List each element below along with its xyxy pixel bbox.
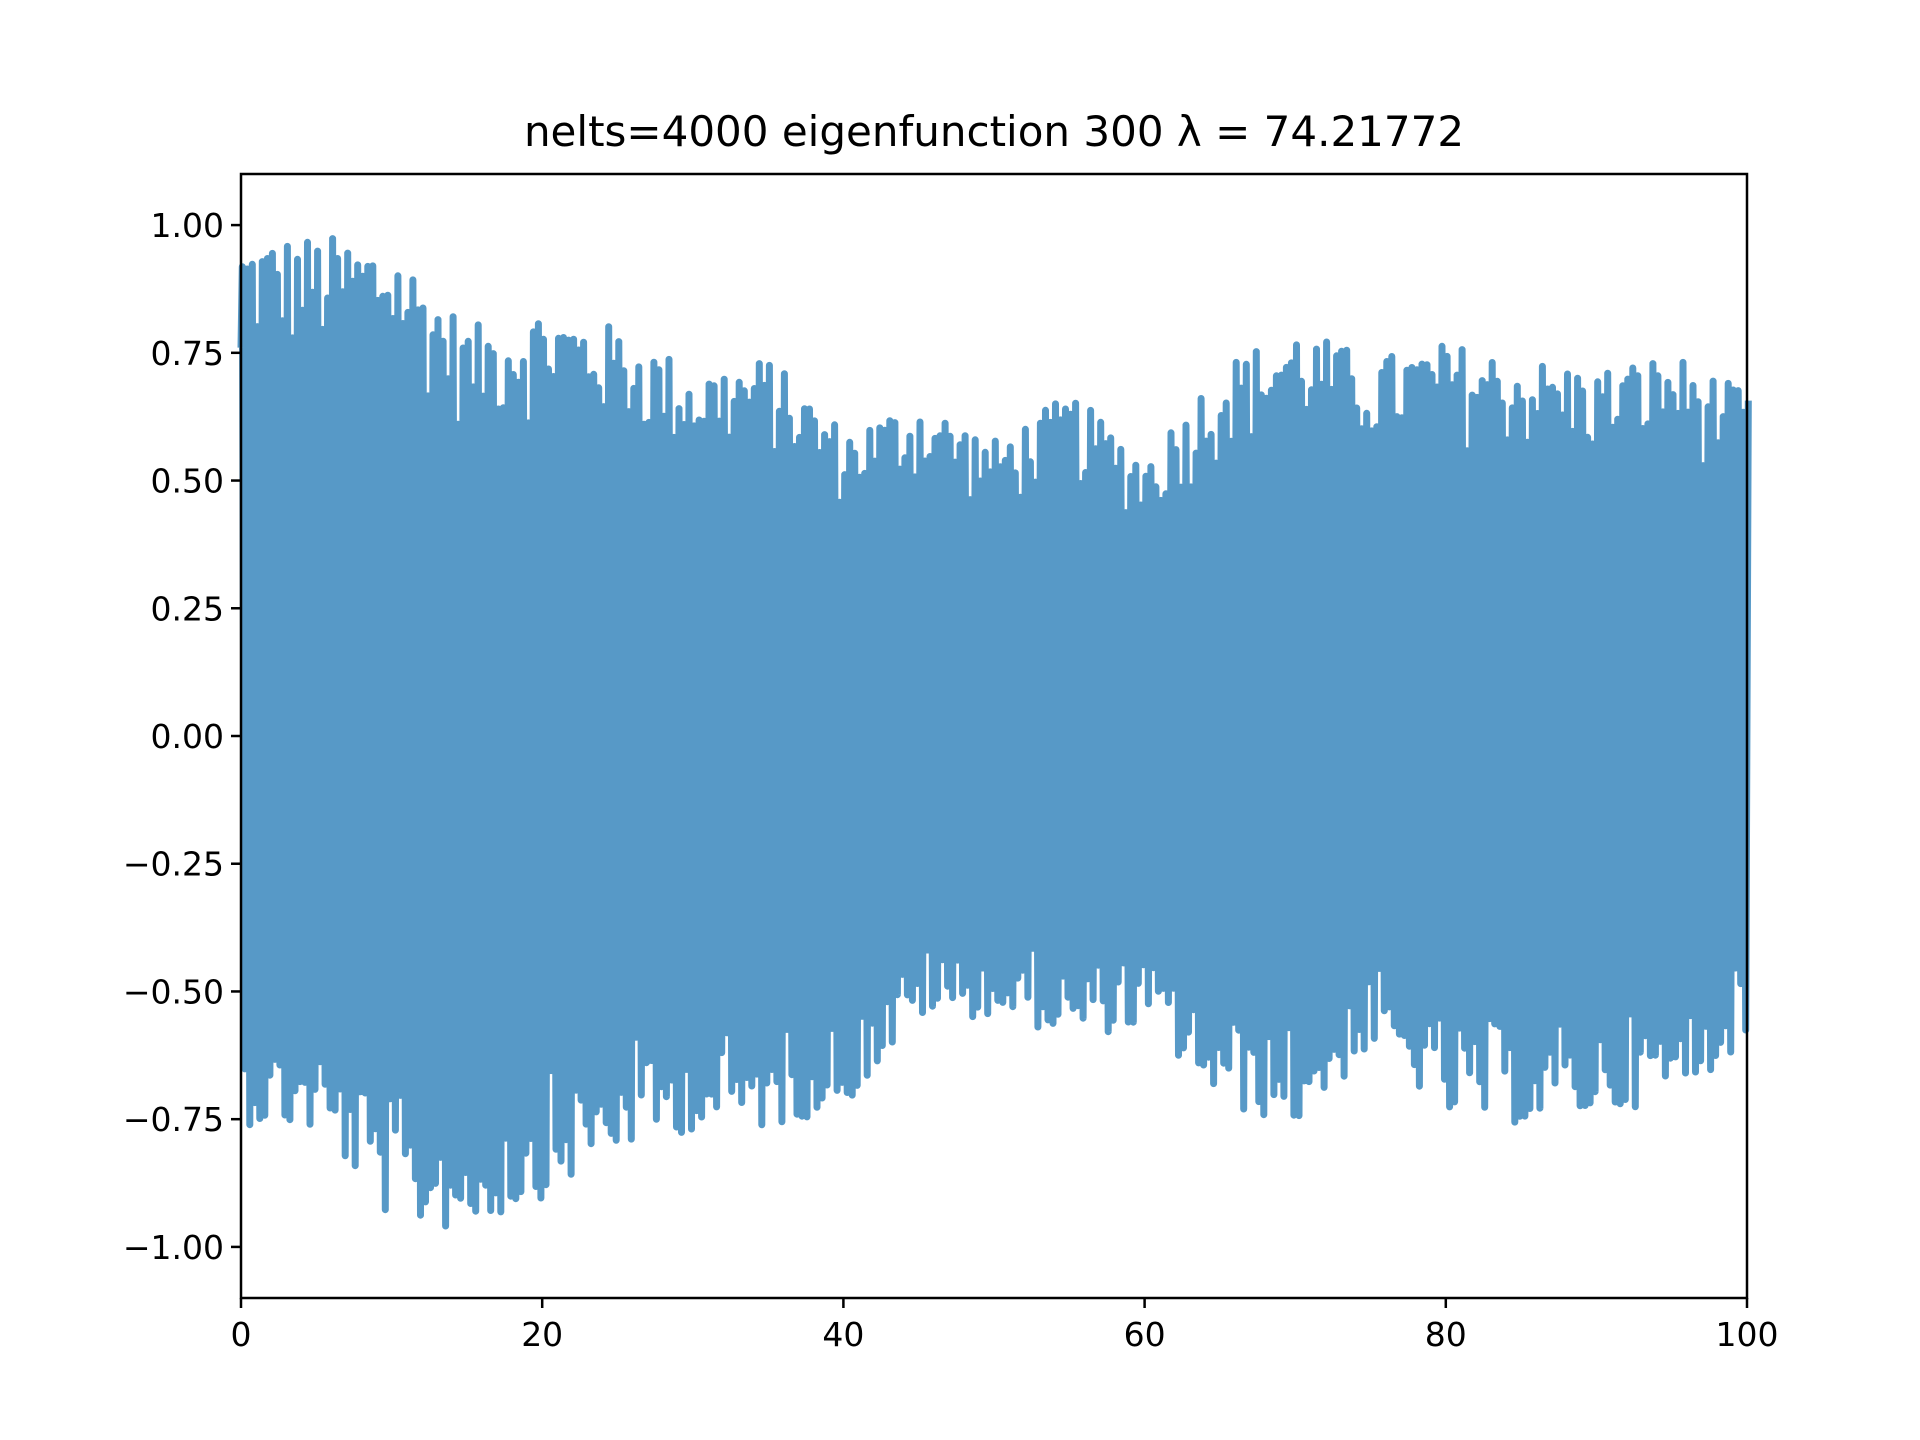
- y-axis: 1.00 0.75 0.50 0.25 0.00 −0.25 −0.50 −0.75 −1.00: [123, 206, 241, 1267]
- series-line: [237, 235, 1752, 1230]
- y-tick-label: 0.00: [151, 717, 224, 756]
- x-tick-label: 0: [231, 1315, 252, 1354]
- x-tick-label: 80: [1425, 1315, 1467, 1354]
- x-axis: 0 20 40 60 80 100: [231, 1298, 1779, 1354]
- y-tick-label: −1.00: [123, 1228, 224, 1267]
- y-tick-label: −0.75: [123, 1100, 224, 1139]
- x-tick-label: 40: [822, 1315, 864, 1354]
- y-tick-label: −0.50: [123, 972, 224, 1011]
- x-tick-label: 60: [1124, 1315, 1166, 1354]
- x-tick-label: 20: [521, 1315, 563, 1354]
- y-tick-label: −0.25: [123, 845, 224, 884]
- series-layer: [237, 235, 1752, 1230]
- y-tick-label: 0.75: [151, 334, 224, 373]
- x-tick-label: 100: [1716, 1315, 1779, 1354]
- y-tick-label: 0.25: [151, 589, 224, 628]
- y-tick-label: 1.00: [151, 206, 224, 245]
- chart-title: nelts=4000 eigenfunction 300 λ = 74.2177…: [524, 107, 1464, 156]
- y-tick-label: 0.50: [151, 462, 224, 501]
